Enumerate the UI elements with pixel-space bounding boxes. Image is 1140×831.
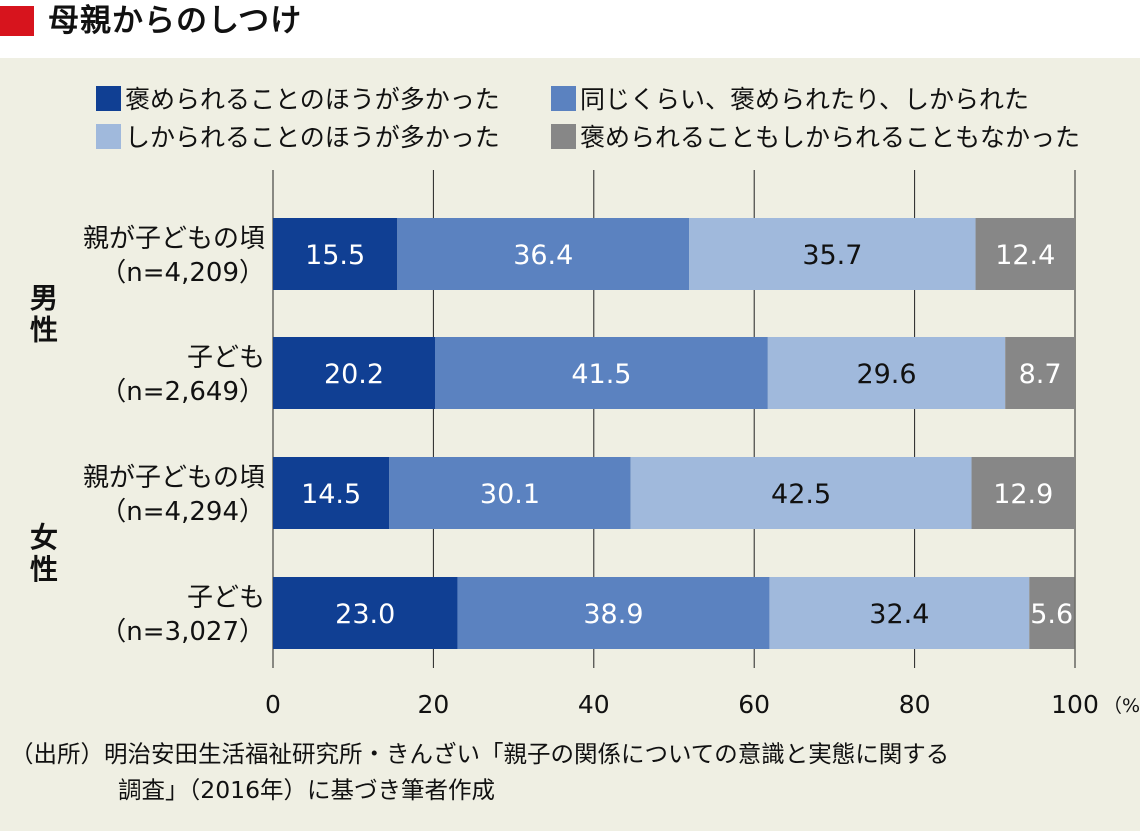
bar-segment-scolded-more: [689, 218, 976, 290]
bar-segment-praised-more: [273, 577, 458, 649]
bar-segment-neither: [1029, 577, 1075, 649]
category-label: 子ども: [187, 583, 265, 613]
x-tick-label: 0: [265, 690, 281, 719]
data-label: 12.4: [995, 240, 1055, 271]
data-label: 32.4: [869, 599, 929, 630]
legend-item-praised-more: 褒められることのほうが多かった: [96, 80, 500, 116]
data-label: 38.9: [583, 599, 643, 630]
legend-label-praised-more: 褒められることのほうが多かった: [125, 85, 500, 114]
data-label: 14.5: [301, 479, 361, 510]
bar-segment-both: [397, 218, 690, 290]
legend-label-both: 同じくらい、褒められたり、しかられた: [580, 85, 1030, 114]
legend-item-both: 同じくらい、褒められたり、しかられた: [551, 80, 1029, 116]
group-label: 男性: [30, 282, 58, 347]
legend: 褒められることのほうが多かった 同じくらい、褒められたり、しかられた しかられる…: [96, 80, 1136, 160]
source-line-1: （出所）明治安田生活福祉研究所・きんざい「親子の関係についての意識と実態に関する: [10, 740, 950, 768]
legend-swatch-neither: [551, 123, 576, 149]
x-tick-label: 100: [1051, 690, 1099, 719]
category-sample-size: （n=2,649）: [100, 377, 265, 407]
legend-swatch-both: [551, 85, 576, 111]
x-unit-label: （%）: [1103, 695, 1140, 717]
header: 母親からのしつけ: [0, 0, 1140, 58]
bar-segment-scolded-more: [769, 577, 1030, 649]
bar-segment-neither: [1005, 337, 1075, 409]
data-label: 8.7: [1019, 359, 1062, 390]
bar-segment-both: [389, 457, 631, 529]
group-label: 女性: [30, 521, 58, 586]
data-label: 20.2: [324, 359, 384, 390]
title-marker: [0, 6, 34, 36]
data-label: 5.6: [1030, 599, 1073, 630]
bar-segment-both: [435, 337, 768, 409]
bar-segment-both: [457, 577, 770, 649]
legend-label-neither: 褒められることもしかられることもなかった: [580, 123, 1081, 152]
legend-label-scolded-more: しかられることのほうが多かった: [125, 123, 500, 152]
category-sample-size: （n=4,209）: [100, 258, 265, 288]
data-label: 12.9: [993, 479, 1053, 510]
bar-segment-praised-more: [273, 218, 398, 290]
category-sample-size: （n=4,294）: [100, 497, 265, 527]
page-title: 母親からのしつけ: [48, 3, 303, 39]
x-tick-label: 60: [738, 690, 770, 719]
x-tick-label: 20: [417, 690, 449, 719]
bar-segment-neither: [975, 218, 1075, 290]
legend-item-neither: 褒められることもしかられることもなかった: [551, 118, 1080, 154]
category-label: 子ども: [187, 343, 265, 373]
data-label: 41.5: [571, 359, 631, 390]
x-tick-label: 40: [578, 690, 610, 719]
bar-segment-scolded-more: [767, 337, 1006, 409]
bar-segment-scolded-more: [630, 457, 972, 529]
legend-swatch-praised-more: [96, 85, 121, 111]
data-label: 15.5: [305, 240, 365, 271]
bar-segment-praised-more: [273, 337, 436, 409]
data-label: 29.6: [856, 359, 916, 390]
data-label: 42.5: [771, 479, 831, 510]
source-line-2: 調査」（2016年）に基づき筆者作成: [118, 776, 496, 804]
data-label: 36.4: [513, 240, 573, 271]
legend-swatch-scolded-more: [96, 123, 121, 149]
data-label: 35.7: [802, 240, 862, 271]
data-label: 30.1: [480, 479, 540, 510]
stacked-bar-chart: 15.5 36.4 35.7 12.4 親が子どもの頃 （n=4,209） 20.2 41.5…: [30, 170, 1140, 719]
category-label: 親が子どもの頃: [83, 463, 265, 493]
x-tick-label: 80: [899, 690, 931, 719]
bar-segment-neither: [971, 457, 1075, 529]
data-label: 23.0: [335, 599, 395, 630]
category-label: 親が子どもの頃: [83, 224, 265, 254]
bar-segment-praised-more: [273, 457, 390, 529]
legend-item-scolded-more: しかられることのほうが多かった: [96, 118, 500, 154]
category-sample-size: （n=3,027）: [100, 617, 265, 647]
source-note: （出所）明治安田生活福祉研究所・きんざい「親子の関係についての意識と実態に関する…: [10, 736, 1135, 808]
